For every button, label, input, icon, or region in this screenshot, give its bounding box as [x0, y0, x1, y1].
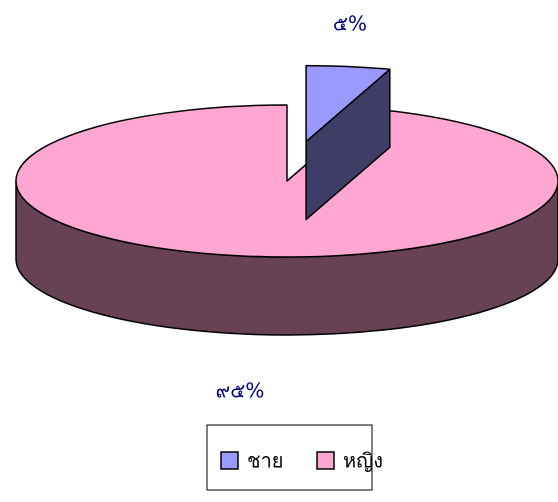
legend-label: ชาย	[247, 449, 284, 473]
slice-top	[15, 104, 558, 258]
legend-swatch	[316, 451, 335, 470]
pie-slice	[305, 64, 391, 221]
data-label: ๕%	[333, 12, 367, 36]
slice-top	[305, 64, 391, 143]
legend-label: หญิง	[343, 449, 383, 473]
legend-swatch	[220, 451, 239, 470]
data-label: ๙๕%	[216, 379, 265, 403]
pie-slice	[15, 104, 558, 336]
